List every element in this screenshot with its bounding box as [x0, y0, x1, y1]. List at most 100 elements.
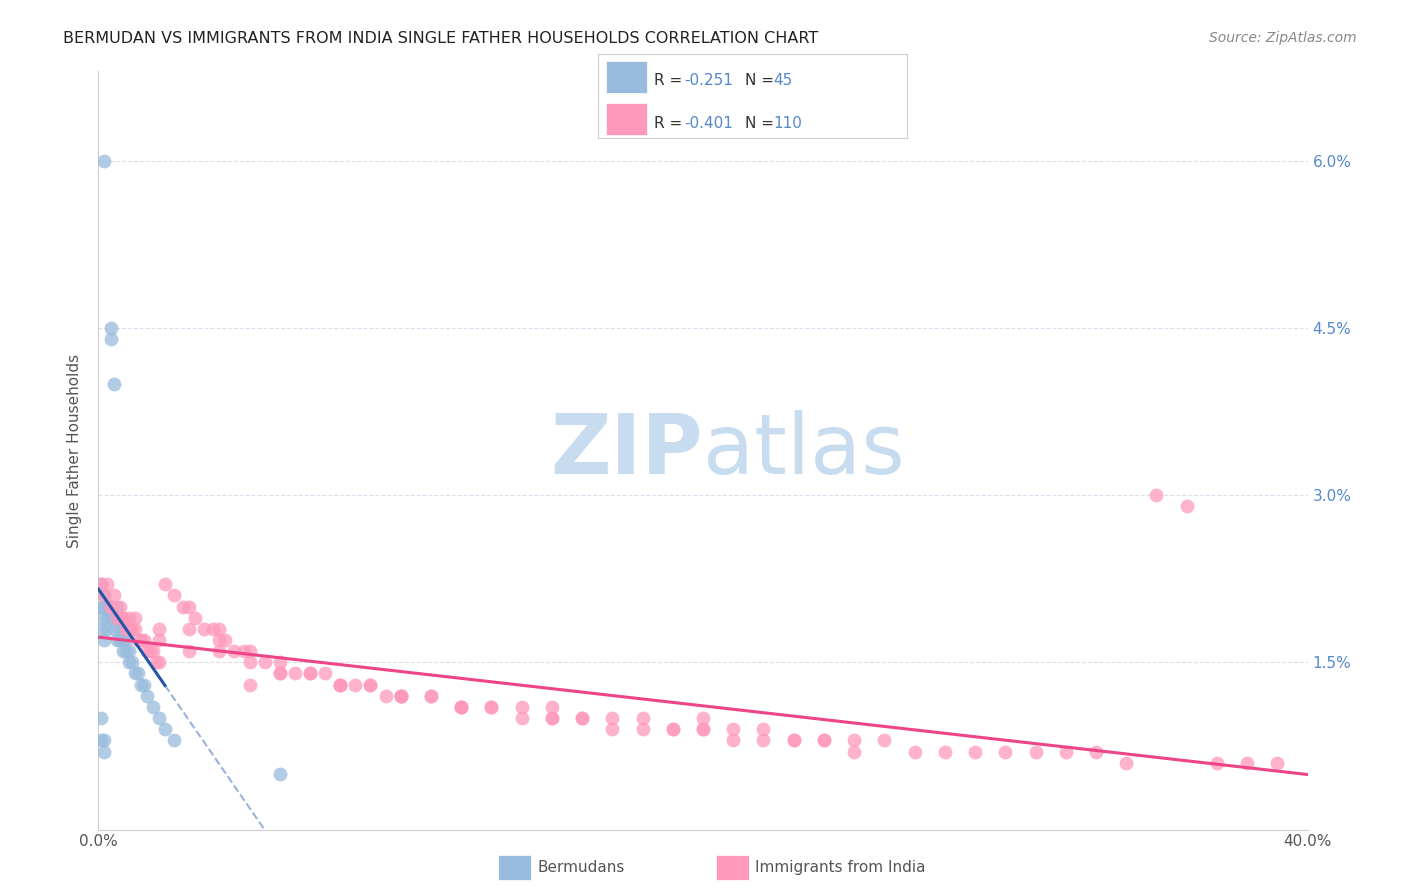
Text: R =: R =: [654, 73, 688, 88]
Point: [96, 577, 118, 591]
Point: [100, 599, 122, 614]
Point: [389, 689, 412, 703]
Point: [163, 733, 186, 747]
Point: [1054, 744, 1077, 758]
Point: [269, 666, 291, 681]
Point: [239, 644, 262, 658]
Point: [111, 644, 134, 658]
Point: [329, 678, 352, 692]
Point: [253, 655, 276, 669]
Point: [100, 332, 122, 346]
Point: [329, 678, 352, 692]
Point: [93, 153, 115, 168]
Point: [1144, 488, 1167, 502]
Point: [135, 644, 157, 658]
Point: [179, 599, 201, 614]
Point: [111, 633, 134, 648]
Point: [269, 666, 291, 681]
Point: [96, 611, 118, 625]
Point: [139, 644, 162, 658]
Point: [103, 622, 125, 636]
Point: [752, 723, 775, 737]
Point: [904, 744, 927, 758]
Point: [105, 611, 128, 625]
Point: [90, 611, 112, 625]
Point: [103, 376, 125, 391]
Point: [148, 711, 170, 725]
Point: [103, 589, 125, 603]
Point: [105, 633, 128, 648]
Point: [965, 744, 987, 758]
Point: [631, 723, 654, 737]
Point: [132, 633, 155, 648]
Point: [127, 633, 149, 648]
Point: [118, 655, 141, 669]
Point: [90, 622, 112, 636]
Point: [142, 644, 165, 658]
Text: Source: ZipAtlas.com: Source: ZipAtlas.com: [1209, 31, 1357, 45]
Text: -0.251: -0.251: [685, 73, 734, 88]
Point: [450, 700, 472, 714]
Point: [93, 733, 115, 747]
Text: R =: R =: [654, 115, 688, 130]
Point: [96, 599, 118, 614]
Point: [481, 700, 503, 714]
Point: [172, 599, 194, 614]
Point: [90, 733, 112, 747]
Point: [269, 655, 291, 669]
Point: [93, 633, 115, 648]
Point: [1267, 756, 1289, 770]
Point: [752, 733, 775, 747]
Point: [389, 689, 412, 703]
Point: [360, 678, 382, 692]
Point: [148, 655, 170, 669]
Text: 45: 45: [773, 73, 793, 88]
Point: [145, 655, 167, 669]
Point: [90, 711, 112, 725]
Point: [93, 589, 115, 603]
Point: [100, 599, 122, 614]
Point: [114, 622, 136, 636]
Point: [148, 622, 170, 636]
Point: [1236, 756, 1258, 770]
Point: [93, 744, 115, 758]
Point: [540, 711, 562, 725]
Point: [692, 723, 714, 737]
Point: [1085, 744, 1108, 758]
Point: [1115, 756, 1137, 770]
Point: [100, 321, 122, 335]
Point: [202, 622, 225, 636]
Point: [314, 666, 336, 681]
Text: atlas: atlas: [703, 410, 904, 491]
Point: [813, 733, 835, 747]
Point: [208, 644, 231, 658]
Point: [239, 655, 262, 669]
Point: [344, 678, 367, 692]
Point: [510, 711, 533, 725]
Point: [723, 733, 745, 747]
Point: [224, 644, 246, 658]
Point: [142, 700, 165, 714]
Point: [127, 666, 149, 681]
Point: [111, 611, 134, 625]
Point: [374, 689, 396, 703]
Point: [90, 577, 112, 591]
Point: [129, 678, 152, 692]
Point: [813, 733, 835, 747]
Point: [108, 599, 131, 614]
Text: 110: 110: [773, 115, 803, 130]
Point: [420, 689, 443, 703]
Point: [540, 711, 562, 725]
Point: [148, 633, 170, 648]
Point: [184, 611, 207, 625]
Point: [118, 622, 141, 636]
Point: [450, 700, 472, 714]
Point: [1175, 500, 1198, 514]
Text: BERMUDAN VS IMMIGRANTS FROM INDIA SINGLE FATHER HOUSEHOLDS CORRELATION CHART: BERMUDAN VS IMMIGRANTS FROM INDIA SINGLE…: [63, 31, 818, 46]
Point: [105, 611, 128, 625]
Point: [994, 744, 1017, 758]
Point: [661, 723, 683, 737]
Text: Immigrants from India: Immigrants from India: [755, 860, 925, 874]
Point: [783, 733, 806, 747]
Point: [299, 666, 322, 681]
